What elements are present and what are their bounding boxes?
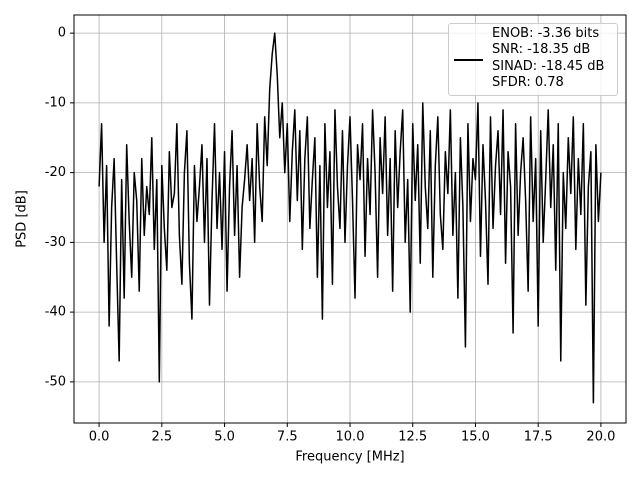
x-axis-label: Frequency [MHz]: [295, 450, 404, 465]
y-tick-label: -20: [45, 165, 66, 180]
x-tick-label: 20.0: [586, 430, 615, 445]
legend-label: ENOB: -3.36 bits SNR: -18.35 dB SINAD: -…: [492, 26, 605, 90]
plot-area: [98, 32, 602, 404]
y-tick-label: -10: [45, 95, 66, 110]
legend: ENOB: -3.36 bits SNR: -18.35 dB SINAD: -…: [448, 23, 618, 96]
x-tick-label: 12.5: [398, 430, 427, 445]
x-tick-label: 5.0: [214, 430, 235, 445]
y-tick-label: -50: [45, 374, 66, 389]
x-tick-label: 15.0: [461, 430, 490, 445]
psd-line: [98, 32, 602, 404]
x-tick-label: 7.5: [277, 430, 298, 445]
y-tick-label: 0: [58, 26, 66, 41]
ticks: 0.0 2.5 5.0 7.5 10.0 12.5 15.0 17.5 20.0 -50 -40 -3…: [45, 26, 616, 445]
y-tick-label: -40: [45, 305, 66, 320]
x-tick-label: 2.5: [151, 430, 172, 445]
x-tick-label: 0.0: [89, 430, 110, 445]
y-axis-label: PSD [dB]: [15, 190, 30, 248]
x-tick-label: 17.5: [524, 430, 553, 445]
legend-swatch: [454, 59, 483, 61]
grid: [74, 15, 626, 423]
y-tick-label: -30: [45, 235, 66, 250]
x-tick-label: 10.0: [336, 430, 365, 445]
